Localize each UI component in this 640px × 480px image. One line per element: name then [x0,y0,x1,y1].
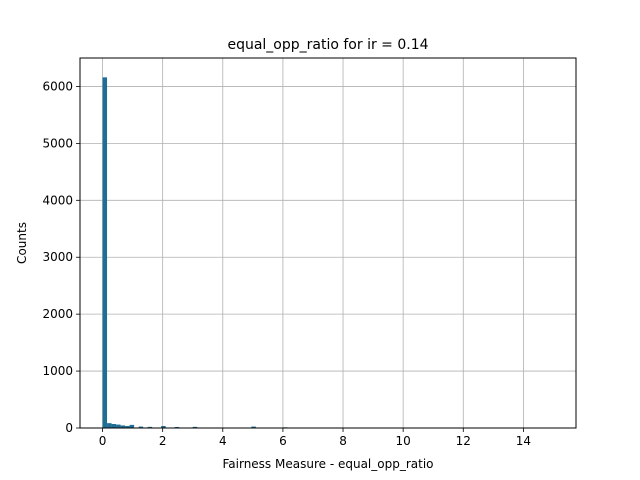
x-tick-label: 10 [396,434,411,448]
y-tick-label: 2000 [42,307,73,321]
histogram-bar [120,425,126,428]
y-tick-label: 5000 [42,136,73,150]
y-tick-label: 3000 [42,250,73,264]
histogram-bar [107,423,112,428]
histogram-bar [111,424,117,428]
x-tick-label: 2 [159,434,167,448]
x-tick-label: 4 [219,434,227,448]
grid-lines [80,58,576,429]
histogram-bar [138,426,144,428]
plot-frame [79,57,577,429]
histogram-bar [161,426,166,428]
x-axis-ticks: 0 2 4 6 8 10 12 14 [99,428,531,448]
histogram-bars [102,77,288,428]
histogram-bar [192,426,198,428]
y-tick-label: 6000 [42,79,73,93]
y-tick-label: 0 [65,421,73,435]
histogram-bar [102,77,108,428]
histogram-bar [251,426,256,428]
histogram-bar [174,426,180,428]
x-axis-label: Fairness Measure - equal_opp_ratio [222,457,433,471]
x-tick-label: 14 [516,434,531,448]
y-axis-label: Counts [15,222,29,264]
histogram-bar [125,426,130,428]
x-tick-label: 0 [99,434,107,448]
y-tick-label: 1000 [42,364,73,378]
x-tick-label: 12 [456,434,471,448]
histogram-bar [116,424,121,428]
y-axis-ticks: 0 1000 2000 3000 4000 5000 6000 [42,79,80,435]
y-tick-label: 4000 [42,193,73,207]
chart-title: equal_opp_ratio for ir = 0.14 [227,37,428,53]
x-tick-label: 6 [279,434,287,448]
histogram-bar [147,426,153,428]
x-tick-label: 8 [339,434,347,448]
histogram-bar [129,424,135,428]
